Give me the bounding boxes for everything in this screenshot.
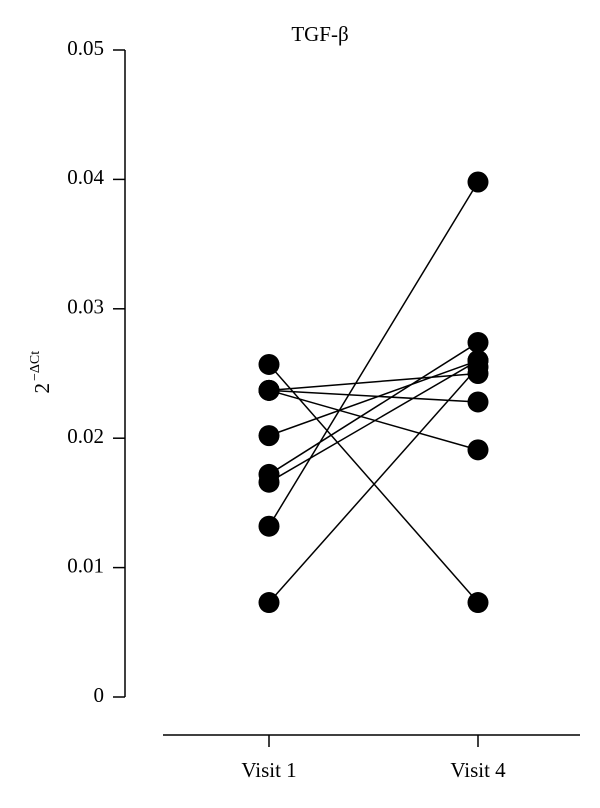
point (467, 592, 489, 614)
point (258, 471, 280, 493)
point (467, 331, 489, 353)
y-label-exponent: −ΔCt (28, 351, 43, 381)
y-axis-label: 2 −ΔCt (28, 351, 54, 394)
pair-line (268, 359, 479, 437)
y-tick-label: 0.01 (67, 553, 104, 577)
point (258, 425, 280, 447)
pair-line (268, 181, 479, 527)
y-label-base: 2 (30, 383, 54, 394)
y-tick-label: 0.03 (67, 295, 104, 319)
y-tick-label: 0.04 (67, 165, 104, 189)
pair-line (268, 359, 479, 483)
pair-line (268, 389, 479, 451)
point (467, 391, 489, 413)
pair-line (268, 341, 479, 476)
x-tick-label: Visit 4 (450, 758, 506, 782)
pair-line (268, 363, 479, 604)
y-tick-label: 0 (94, 683, 105, 707)
y-tick-label: 0.05 (67, 36, 104, 60)
y-tick-label: 0.02 (67, 424, 104, 448)
pair-line (268, 389, 479, 403)
chart-title: TGF-β (291, 22, 348, 46)
point (467, 171, 489, 193)
point (467, 356, 489, 378)
pair-line (268, 366, 479, 604)
x-tick-label: Visit 1 (241, 758, 296, 782)
point (258, 515, 280, 537)
pair-line (268, 372, 479, 392)
point (467, 439, 489, 461)
point (258, 353, 280, 375)
point (258, 592, 280, 614)
point (258, 379, 280, 401)
